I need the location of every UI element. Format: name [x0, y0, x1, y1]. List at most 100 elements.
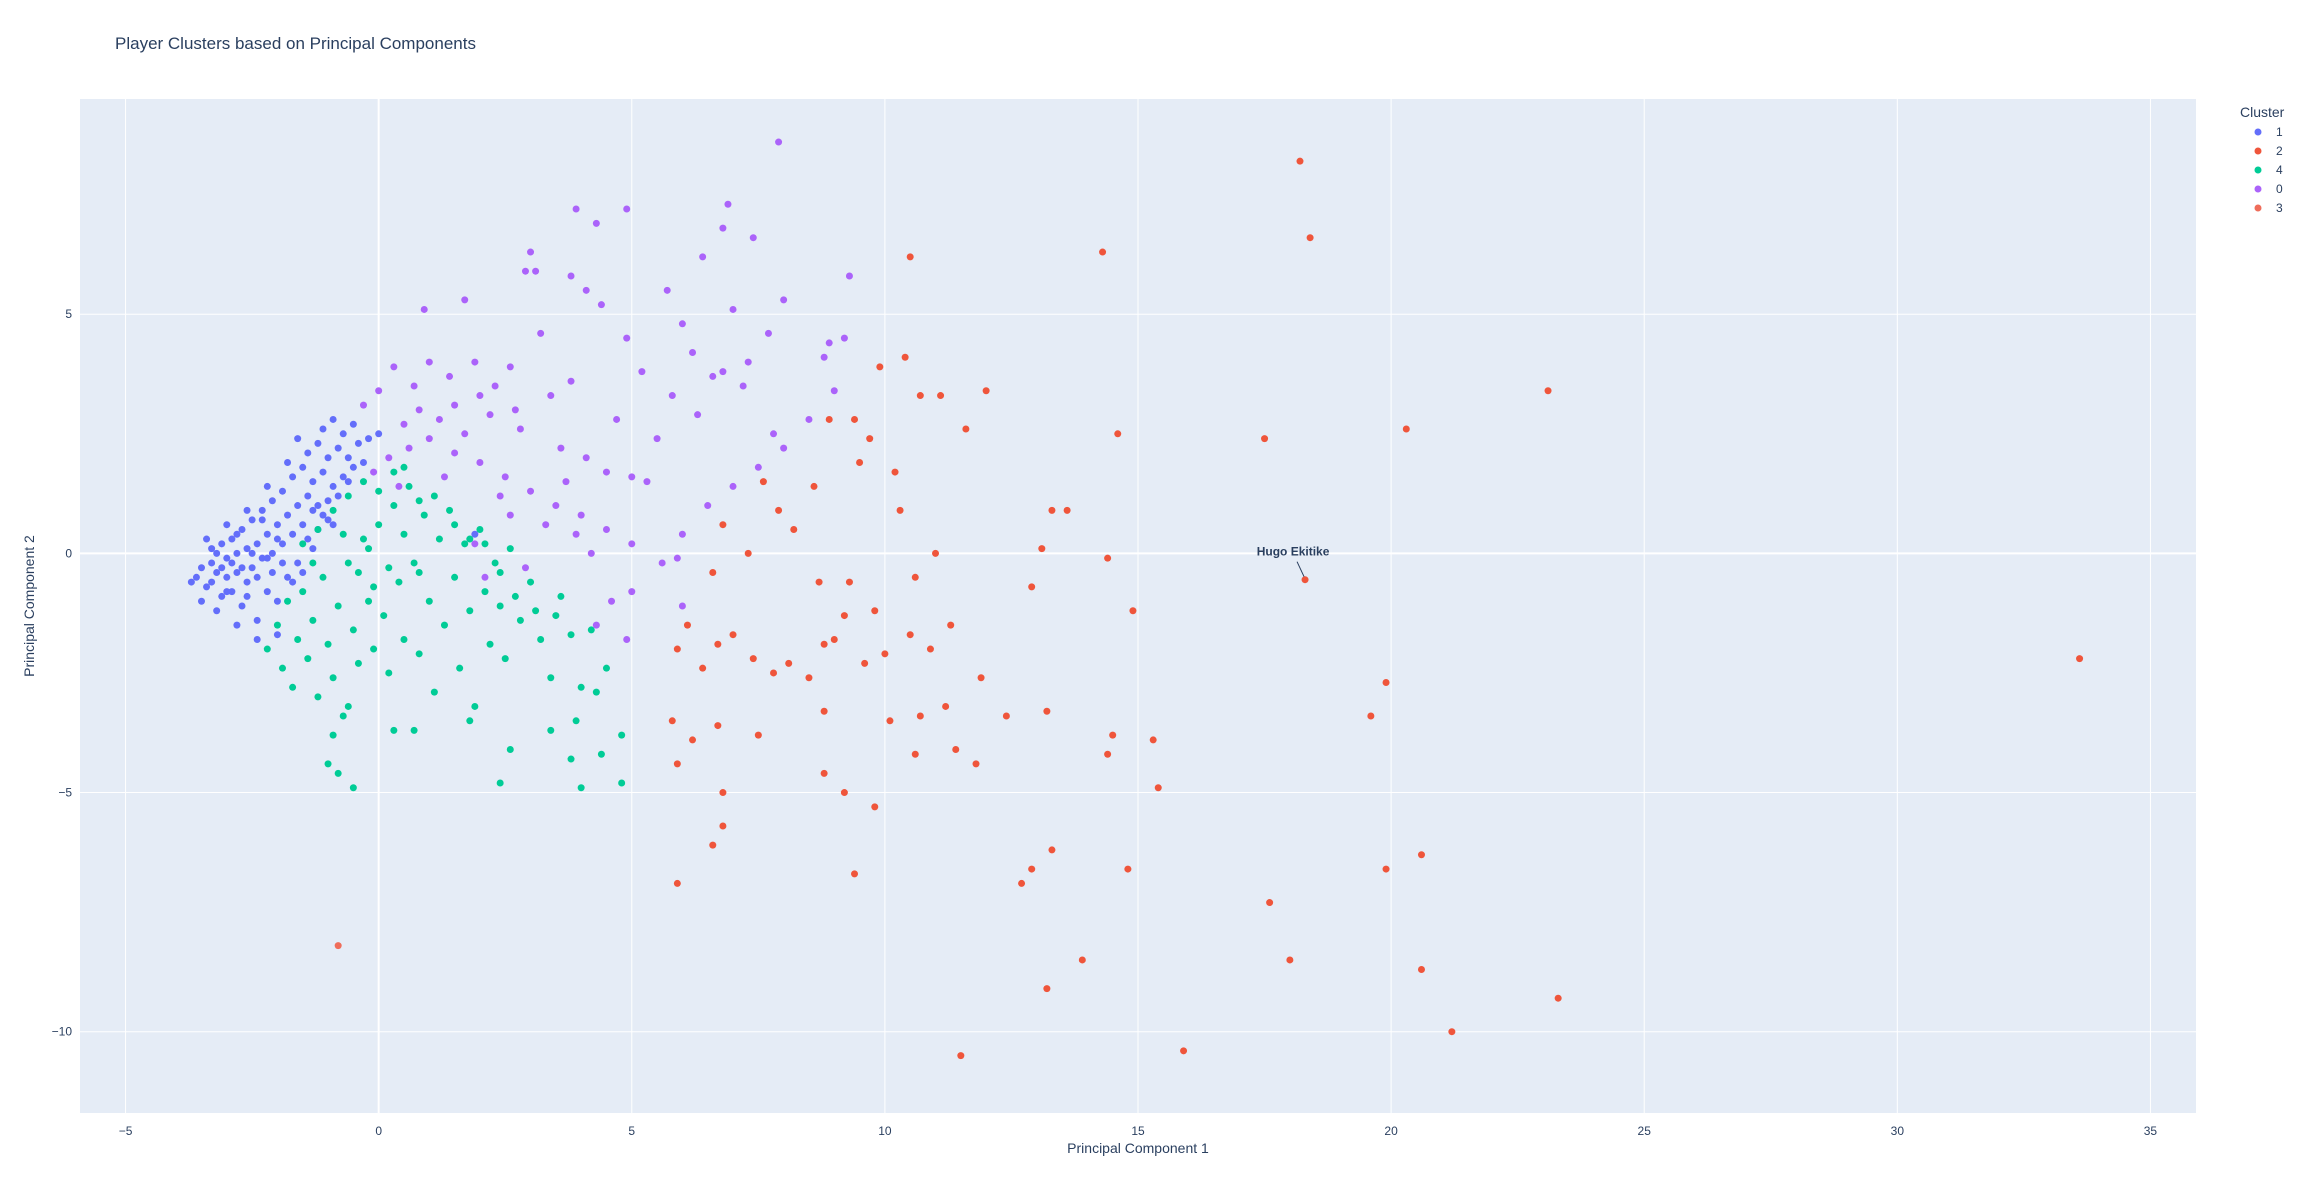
data-point[interactable]: [309, 545, 317, 553]
data-point[interactable]: [253, 616, 261, 624]
data-point[interactable]: [319, 511, 327, 519]
data-point[interactable]: [532, 607, 540, 615]
data-point[interactable]: [410, 382, 418, 390]
data-point[interactable]: [628, 473, 636, 481]
data-point[interactable]: [440, 621, 448, 629]
data-point[interactable]: [344, 702, 352, 710]
data-point[interactable]: [496, 569, 504, 577]
data-point[interactable]: [415, 650, 423, 658]
data-point[interactable]: [243, 545, 251, 553]
data-point[interactable]: [218, 592, 226, 600]
data-point[interactable]: [1129, 607, 1137, 615]
data-point[interactable]: [314, 693, 322, 701]
data-point[interactable]: [481, 540, 489, 548]
data-point[interactable]: [709, 569, 717, 577]
data-point[interactable]: [840, 334, 848, 342]
data-point[interactable]: [724, 200, 732, 208]
data-point[interactable]: [577, 683, 585, 691]
data-point[interactable]: [425, 435, 433, 443]
data-point[interactable]: [461, 540, 469, 548]
data-point[interactable]: [228, 535, 236, 543]
data-point[interactable]: [623, 205, 631, 213]
data-point[interactable]: [359, 478, 367, 486]
data-point[interactable]: [253, 540, 261, 548]
data-point[interactable]: [334, 769, 342, 777]
data-point[interactable]: [329, 674, 337, 682]
data-point[interactable]: [597, 750, 605, 758]
data-point[interactable]: [395, 578, 403, 586]
data-point[interactable]: [770, 430, 778, 438]
data-point[interactable]: [476, 525, 484, 533]
data-point[interactable]: [1099, 248, 1107, 256]
data-point[interactable]: [471, 530, 479, 538]
data-point[interactable]: [258, 506, 266, 514]
data-point[interactable]: [309, 559, 317, 567]
data-point[interactable]: [587, 626, 595, 634]
data-point[interactable]: [496, 779, 504, 787]
data-point[interactable]: [243, 592, 251, 600]
data-point[interactable]: [952, 745, 960, 753]
data-point[interactable]: [496, 492, 504, 500]
data-point[interactable]: [314, 439, 322, 447]
data-point[interactable]: [278, 559, 286, 567]
data-point[interactable]: [481, 588, 489, 596]
data-point[interactable]: [820, 640, 828, 648]
data-point[interactable]: [349, 463, 357, 471]
data-point[interactable]: [415, 406, 423, 414]
data-point[interactable]: [218, 540, 226, 548]
data-point[interactable]: [284, 597, 292, 605]
data-point[interactable]: [324, 640, 332, 648]
data-point[interactable]: [365, 597, 373, 605]
data-point[interactable]: [466, 535, 474, 543]
data-point[interactable]: [891, 468, 899, 476]
data-point[interactable]: [294, 635, 302, 643]
data-point[interactable]: [780, 444, 788, 452]
data-point[interactable]: [810, 482, 818, 490]
data-point[interactable]: [278, 664, 286, 672]
data-point[interactable]: [375, 430, 383, 438]
data-point[interactable]: [1048, 846, 1056, 854]
data-point[interactable]: [901, 353, 909, 361]
data-point[interactable]: [845, 578, 853, 586]
data-point[interactable]: [203, 535, 211, 543]
data-point[interactable]: [572, 205, 580, 213]
data-point[interactable]: [329, 731, 337, 739]
data-point[interactable]: [294, 502, 302, 510]
data-point[interactable]: [851, 415, 859, 423]
data-point[interactable]: [370, 645, 378, 653]
data-point[interactable]: [1149, 736, 1157, 744]
data-point[interactable]: [314, 525, 322, 533]
data-point[interactable]: [294, 559, 302, 567]
data-point[interactable]: [349, 626, 357, 634]
data-point[interactable]: [233, 549, 241, 557]
data-point[interactable]: [521, 564, 529, 572]
data-point[interactable]: [243, 578, 251, 586]
data-point[interactable]: [547, 726, 555, 734]
data-point[interactable]: [1038, 545, 1046, 553]
data-point[interactable]: [663, 286, 671, 294]
data-point[interactable]: [729, 482, 737, 490]
data-point[interactable]: [856, 459, 864, 467]
data-point[interactable]: [314, 502, 322, 510]
data-point[interactable]: [942, 702, 950, 710]
data-point[interactable]: [770, 669, 778, 677]
data-point[interactable]: [714, 640, 722, 648]
data-point[interactable]: [299, 521, 307, 529]
data-point[interactable]: [775, 506, 783, 514]
data-point[interactable]: [1382, 679, 1390, 687]
data-point[interactable]: [527, 578, 535, 586]
data-point[interactable]: [420, 305, 428, 313]
data-point[interactable]: [689, 349, 697, 356]
data-point[interactable]: [253, 635, 261, 643]
data-point[interactable]: [592, 688, 600, 696]
data-point[interactable]: [1296, 157, 1304, 165]
legend-item-2[interactable]: 2: [2254, 144, 2284, 158]
data-point[interactable]: [344, 454, 352, 462]
data-point[interactable]: [370, 583, 378, 591]
data-point[interactable]: [567, 631, 575, 639]
data-point[interactable]: [208, 578, 216, 586]
data-point[interactable]: [339, 473, 347, 481]
data-point[interactable]: [304, 492, 312, 500]
data-point[interactable]: [294, 435, 302, 443]
data-point[interactable]: [258, 554, 266, 562]
